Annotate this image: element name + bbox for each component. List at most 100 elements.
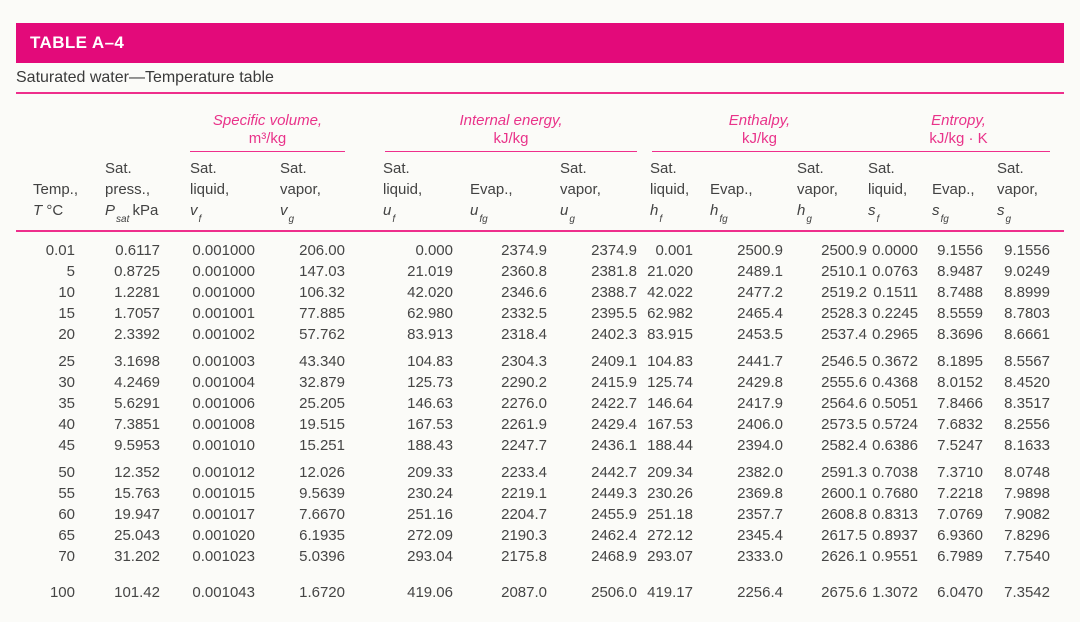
cell: 0.001000 [192, 263, 255, 280]
col-header-hg: Sat. vapor, hg [797, 160, 838, 225]
cell: 8.0748 [1004, 464, 1050, 481]
cell: 2422.7 [591, 395, 637, 412]
cell: 188.44 [647, 437, 693, 454]
cell: 8.4520 [1004, 374, 1050, 391]
cell: 57.762 [299, 326, 345, 343]
cell: 0.001023 [192, 548, 255, 565]
table-row: 70 31.202 0.001023 5.0396 293.04 2175.8 2468.9… [16, 546, 1050, 567]
cell: 2449.3 [591, 485, 637, 502]
cell: 293.07 [647, 548, 693, 565]
cell: 0.8725 [114, 263, 160, 280]
cell: 2465.4 [737, 305, 783, 322]
table-row: 0.01 0.6117 0.001000 206.00 0.000 2374.9 2374.… [16, 240, 1050, 261]
cell: 0.001000 [192, 242, 255, 259]
cell: 2537.4 [821, 326, 867, 343]
cell: 8.3696 [937, 326, 983, 343]
cell: 2417.9 [737, 395, 783, 412]
col-header-vf: Sat. liquid, vf [190, 160, 230, 225]
column-headers: Temp., T °C Sat. press., Psat kPa Sat. liquid,… [16, 158, 1050, 225]
cell: 19.515 [299, 416, 345, 433]
cell: 2.3392 [114, 326, 160, 343]
table-row: 15 1.7057 0.001001 77.885 62.980 2332.5 2395.5… [16, 303, 1050, 324]
cell: 2395.5 [591, 305, 637, 322]
cell: 2381.8 [591, 263, 637, 280]
cell: 50 [58, 464, 75, 481]
table-row: 55 15.763 0.001015 9.5639 230.24 2219.1 2449.3… [16, 483, 1050, 504]
cell: 7.2218 [937, 485, 983, 502]
cell: 42.020 [407, 284, 453, 301]
col-header-hf: Sat. liquid, hf [650, 160, 690, 225]
cell: 83.913 [407, 326, 453, 343]
cell: 8.8999 [1004, 284, 1050, 301]
cell: 419.06 [407, 584, 453, 601]
cell: 2415.9 [591, 374, 637, 391]
cell: 2357.7 [737, 506, 783, 523]
cell: 2489.1 [737, 263, 783, 280]
cell: 7.9898 [1004, 485, 1050, 502]
cell: 2477.2 [737, 284, 783, 301]
table-id-bar: TABLE A–4 [16, 23, 1064, 63]
cell: 104.83 [407, 353, 453, 370]
cell: 62.980 [407, 305, 453, 322]
cell: 0.001002 [192, 326, 255, 343]
cell: 2204.7 [501, 506, 547, 523]
cell: 0.8937 [872, 527, 918, 544]
cell: 206.00 [299, 242, 345, 259]
cell: 125.73 [407, 374, 453, 391]
cell: 9.5953 [114, 437, 160, 454]
cell: 100 [49, 584, 75, 601]
cell: 2555.6 [821, 374, 867, 391]
cell: 12.026 [299, 464, 345, 481]
cell: 9.0249 [1004, 263, 1050, 280]
cell: 251.16 [407, 506, 453, 523]
table-subtitle: Saturated water—Temperature table [16, 69, 1064, 94]
cell: 2608.8 [821, 506, 867, 523]
cell: 60 [58, 506, 75, 523]
cell: 6.0470 [937, 584, 983, 601]
cell: 272.12 [647, 527, 693, 544]
col-header-sfg: Evap., sfg [932, 181, 975, 225]
cell: 2675.6 [821, 584, 867, 601]
cell: 6.9360 [937, 527, 983, 544]
cell: 25 [58, 353, 75, 370]
cell: 0.2965 [872, 326, 918, 343]
cell: 0.001 [655, 242, 693, 259]
cell: 8.7488 [937, 284, 983, 301]
cell: 0.7038 [872, 464, 918, 481]
cell: 8.6661 [1004, 326, 1050, 343]
cell: 2582.4 [821, 437, 867, 454]
cell: 0.5724 [872, 416, 918, 433]
cell: 2190.3 [501, 527, 547, 544]
cell: 2436.1 [591, 437, 637, 454]
col-header-ufg: Evap., ufg [470, 181, 513, 225]
table-row: 30 4.2469 0.001004 32.879 125.73 2290.2 2415.9… [16, 372, 1050, 393]
cell: 0.2245 [872, 305, 918, 322]
cell: 2304.3 [501, 353, 547, 370]
cell: 2546.5 [821, 353, 867, 370]
cell: 7.9082 [1004, 506, 1050, 523]
cell: 293.04 [407, 548, 453, 565]
cell: 2402.3 [591, 326, 637, 343]
table-row: 50 12.352 0.001012 12.026 209.33 2233.4 2442.7… [16, 462, 1050, 483]
cell: 9.1556 [937, 242, 983, 259]
cell: 55 [58, 485, 75, 502]
cell: 0.3672 [872, 353, 918, 370]
row-group: 100 101.42 0.001043 1.6720 419.06 2087.0 2506.… [16, 582, 1050, 603]
cell: 2462.4 [591, 527, 637, 544]
cell: 0.001010 [192, 437, 255, 454]
group-header-row: Specific volume, m³/kg Internal energy, … [16, 102, 1050, 152]
cell: 230.24 [407, 485, 453, 502]
cell: 2409.1 [591, 353, 637, 370]
cell: 106.32 [299, 284, 345, 301]
table-row: 5 0.8725 0.001000 147.03 21.019 2360.8 2381.8 2… [16, 261, 1050, 282]
col-header-uf: Sat. liquid, uf [383, 160, 423, 225]
cell: 0.4368 [872, 374, 918, 391]
cell: 0.001015 [192, 485, 255, 502]
cell: 9.1556 [1004, 242, 1050, 259]
cell: 10 [58, 284, 75, 301]
cell: 104.83 [647, 353, 693, 370]
cell: 8.1895 [937, 353, 983, 370]
cell: 7.8296 [1004, 527, 1050, 544]
cell: 21.019 [407, 263, 453, 280]
cell: 188.43 [407, 437, 453, 454]
